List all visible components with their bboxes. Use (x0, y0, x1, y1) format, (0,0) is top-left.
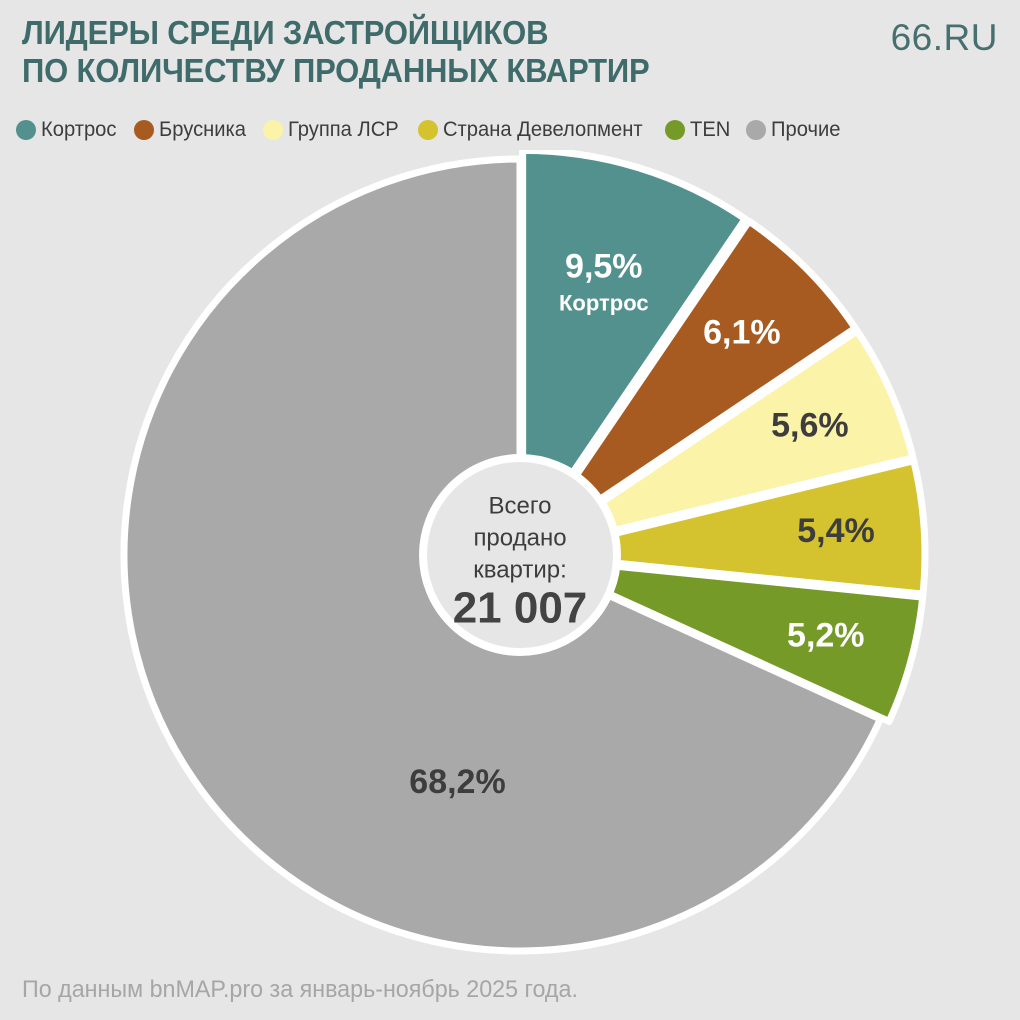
legend-item: Группа ЛСР (263, 118, 403, 142)
slice-value-label: 68,2% (409, 763, 505, 801)
slice-value-label: 6,1% (703, 313, 781, 351)
source-note: По данным bnMAP.pro за январь-ноябрь 202… (22, 976, 578, 1003)
chart-legend: Кортрос Брусника Группа ЛСР Страна Девелопм… (16, 114, 1010, 146)
legend-swatch-icon (133, 120, 154, 140)
legend-swatch-icon (417, 120, 438, 140)
legend-item-label: Страна Девелопмент (442, 118, 643, 141)
legend-item: TEN (664, 118, 732, 142)
slice-value-label: 5,2% (787, 617, 865, 655)
hub-total-value: 21 007 (453, 584, 588, 633)
legend-swatch-icon (745, 120, 766, 140)
slice-value-label: 5,4% (797, 512, 875, 550)
pie-slice[interactable] (524, 327, 917, 555)
legend-item-label: Группа ЛСР (288, 118, 400, 141)
pie-slice[interactable] (522, 217, 859, 553)
donut-chart-svg: 9,5% Кортрос 6,1% 5,6% 5,4% 5,2% 68,2% Всего про… (120, 150, 929, 955)
legend-item: Брусника (133, 118, 250, 142)
pie-slice[interactable] (525, 553, 927, 725)
hub-text-line-2: продано (473, 524, 566, 551)
legend-swatch-icon (16, 120, 36, 140)
legend-item: Страна Девелопмент (417, 118, 651, 142)
hub-text-line-1: Всего (489, 492, 552, 519)
donut-hub (419, 454, 621, 656)
pie-slice[interactable] (519, 150, 749, 550)
page-title: ЛИДЕРЫ СРЕДИ ЗАСТРОЙЩИКОВ ПО КОЛИЧЕСТВУ … (22, 14, 650, 89)
legend-item: Прочие (745, 118, 843, 142)
brand-logo: 66.RU (890, 17, 998, 58)
legend-swatch-icon (664, 120, 685, 140)
slice-name-label: Кортрос (559, 290, 649, 315)
hub-text-line-3: квартир: (473, 556, 567, 583)
legend-item: Кортрос (16, 118, 120, 142)
header: ЛИДЕРЫ СРЕДИ ЗАСТРОЙЩИКОВ ПО КОЛИЧЕСТВУ … (0, 0, 1020, 152)
legend-item-label: Кортрос (41, 118, 117, 141)
legend-item-label: Брусника (158, 118, 246, 141)
legend-item-label: Прочие (770, 118, 841, 141)
legend-item-label: TEN (689, 118, 730, 141)
legend-swatch-icon (263, 120, 284, 140)
donut-chart: 9,5% Кортрос 6,1% 5,6% 5,4% 5,2% 68,2% Всего про… (0, 150, 1020, 960)
pie-slice[interactable] (525, 457, 929, 598)
slice-value-label: 9,5% (565, 247, 643, 285)
slice-value-label: 5,6% (771, 406, 849, 444)
